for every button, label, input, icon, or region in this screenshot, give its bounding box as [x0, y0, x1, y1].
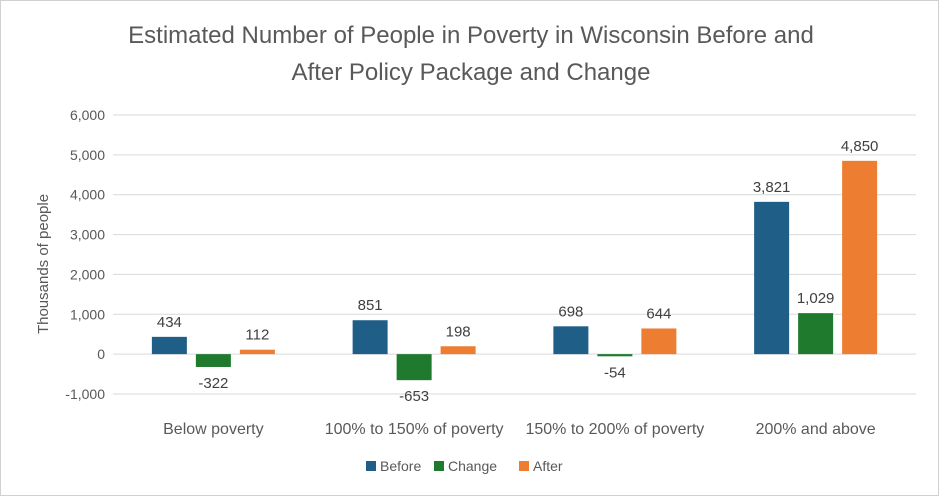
y-tick-label: 2,000 — [70, 266, 105, 282]
y-tick-label: 6,000 — [70, 107, 105, 123]
bar-before-3 — [754, 201, 790, 355]
chart-title-line-1: Estimated Number of People in Poverty in… — [128, 22, 814, 49]
bar-after-3 — [842, 160, 878, 355]
legend-label-after: After — [533, 458, 563, 474]
bar-before-1 — [352, 320, 388, 355]
data-label-change-3: 1,029 — [797, 290, 835, 307]
bar-before-2 — [553, 326, 589, 355]
y-tick-label: 1,000 — [70, 306, 105, 322]
data-label-change-2: -54 — [604, 364, 626, 381]
bar-change-0 — [195, 354, 231, 367]
data-label-before-1: 851 — [358, 297, 383, 314]
chart-title: Estimated Number of People in Poverty in… — [128, 22, 814, 86]
y-tick-label: 4,000 — [70, 187, 105, 203]
legend-swatch-before — [366, 461, 376, 471]
legend-label-before: Before — [380, 458, 421, 474]
y-tick-label: 5,000 — [70, 147, 105, 163]
data-label-change-0: -322 — [198, 375, 228, 392]
y-axis-title: Thousands of people — [35, 194, 52, 334]
data-label-before-3: 3,821 — [753, 179, 791, 196]
y-tick-label: 3,000 — [70, 227, 105, 243]
x-axis-category-labels: Below poverty 100% to 150% of poverty 150%… — [163, 421, 876, 438]
data-labels: 434 851 698 3,821 -322 -653 -54 1,029 112 198 644 4… — [157, 138, 879, 405]
data-label-after-1: 198 — [446, 323, 471, 340]
data-label-after-0: 112 — [245, 327, 269, 344]
x-category-label: 100% to 150% of poverty — [325, 421, 504, 438]
legend-swatch-after — [519, 461, 529, 471]
bar-change-1 — [396, 354, 432, 381]
legend-swatch-change — [434, 461, 444, 471]
data-label-before-0: 434 — [157, 314, 182, 331]
bar-after-2 — [641, 328, 677, 355]
y-tick-label: -1,000 — [65, 386, 105, 402]
x-category-label: 150% to 200% of poverty — [525, 421, 704, 438]
legend-label-change: Change — [448, 458, 497, 474]
data-label-change-1: -653 — [399, 388, 429, 405]
data-label-after-3: 4,850 — [841, 138, 879, 155]
bar-change-2 — [597, 354, 633, 357]
y-tick-label: 0 — [97, 346, 105, 362]
bar-change-3 — [798, 313, 834, 355]
legend: Before Change After — [366, 458, 563, 474]
bar-after-0 — [239, 349, 275, 355]
bar-after-1 — [440, 346, 476, 355]
x-category-label: 200% and above — [756, 421, 876, 438]
gridlines — [113, 114, 916, 395]
bar-before-0 — [151, 336, 187, 355]
y-axis-tick-labels: -1,000 0 1,000 2,000 3,000 4,000 5,000 6,000 — [65, 107, 105, 402]
x-category-label: Below poverty — [163, 421, 264, 438]
data-label-after-2: 644 — [646, 305, 671, 322]
chart-title-line-2: After Policy Package and Change — [292, 59, 651, 86]
data-label-before-2: 698 — [558, 303, 583, 320]
bars — [151, 160, 878, 381]
